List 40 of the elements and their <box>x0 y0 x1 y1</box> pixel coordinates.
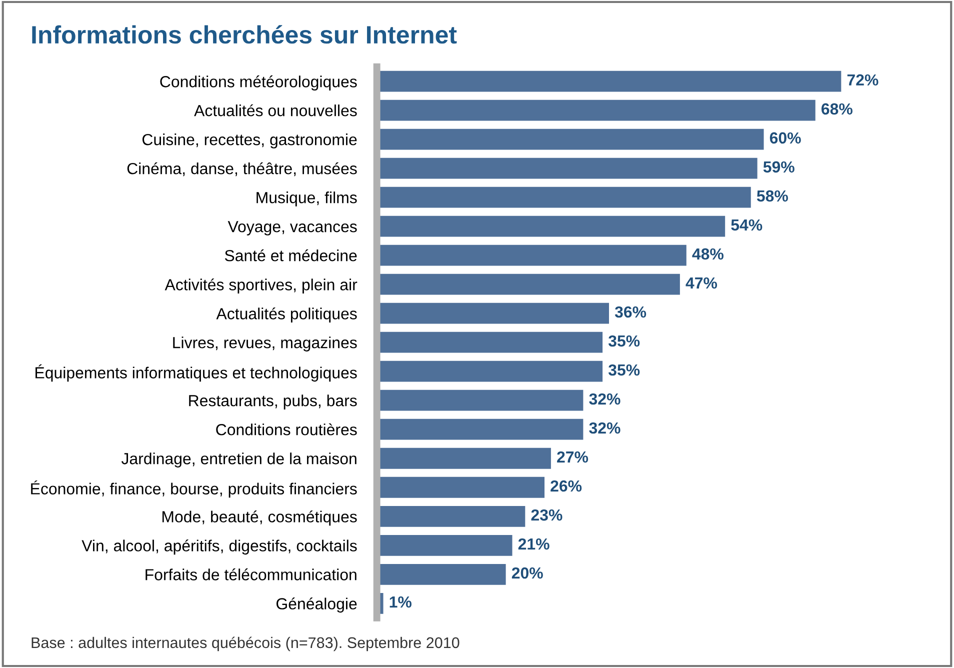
y-tick-label: Conditions routières <box>216 423 357 436</box>
y-tick-label: Jardinage, entretien de la maison <box>121 452 356 468</box>
y-tick-label: Généalogie <box>276 598 357 613</box>
data-label: 26% <box>550 480 582 492</box>
y-tick-label: Activités sportives, plein air <box>164 278 358 294</box>
data-label: 48% <box>692 248 724 260</box>
data-label: 72% <box>847 74 878 86</box>
data-label: 36% <box>614 306 646 318</box>
data-label: 58% <box>756 190 788 202</box>
data-label: 27% <box>557 451 588 463</box>
data-label: 68% <box>822 103 852 115</box>
y-tick-label: Actualités ou nouvelles <box>194 104 357 116</box>
data-label: 35% <box>608 335 640 347</box>
data-label: 60% <box>770 132 801 144</box>
y-tick-label: Actualités politiques <box>216 307 357 323</box>
data-label: 35% <box>608 364 640 376</box>
data-label: 47% <box>686 277 718 289</box>
data-label: 32% <box>589 393 620 405</box>
y-tick-label: Mode, beauté, cosmétiques <box>162 510 357 526</box>
data-label: 32% <box>589 422 620 434</box>
y-tick-label: Voyage, vacances <box>228 221 357 236</box>
y-tick-label: Conditions météorologiques <box>160 75 357 90</box>
y-tick-label: Livres, revues, magazines <box>173 336 357 352</box>
y-tick-label: Restaurants, pubs, bars <box>189 394 357 410</box>
y-tick-label: Musique, films <box>256 192 357 206</box>
y-tick-label: Santé et médecine <box>224 249 357 262</box>
y-tick-label: Vin, alcool, apéritifs, digestifs, cocktails <box>82 540 357 555</box>
data-label: 20% <box>512 567 543 579</box>
chart-title: Informations cherchées sur Internet <box>32 25 457 44</box>
y-tick-label: Économie, finance, bourse, produits financiers <box>31 480 357 498</box>
y-tick-label: Forfaits de télécommunication <box>146 568 356 580</box>
data-label: 54% <box>731 219 762 231</box>
data-label: 1% <box>390 596 412 608</box>
text: Base : adultes internautes québécois (n=783). Septembre 2010 <box>32 636 460 652</box>
y-tick-label: Cuisine, recettes, gastronomie <box>142 134 357 148</box>
y-tick-label: Cinéma, danse, théâtre, musées <box>127 162 357 176</box>
data-label: 21% <box>518 538 550 550</box>
data-label: 23% <box>531 509 562 521</box>
y-tick-label: Équipements informatiques et technologiques <box>36 364 357 382</box>
data-label: 59% <box>763 161 794 173</box>
